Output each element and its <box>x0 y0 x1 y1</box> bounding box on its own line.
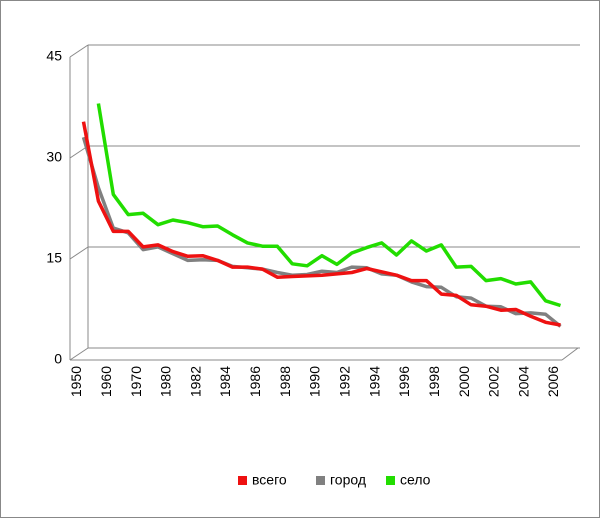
legend-swatch <box>316 476 325 485</box>
x-tick-label: 2002 <box>486 366 502 397</box>
grid-line-side <box>69 246 89 260</box>
x-tick-label: 1970 <box>128 366 144 397</box>
y-tick-label: 30 <box>46 149 62 165</box>
x-tick-label: 1990 <box>307 366 323 397</box>
x-tick-label: 1984 <box>217 366 233 397</box>
x-tick-label: 2000 <box>456 366 472 397</box>
legend-label: село <box>400 472 431 488</box>
legend-swatch <box>238 476 247 485</box>
x-tick-label: 2004 <box>515 366 531 397</box>
x-tick-label: 1992 <box>337 366 353 397</box>
y-tick-label: 0 <box>54 351 62 367</box>
x-tick-label: 1986 <box>247 366 263 397</box>
x-tick-label: 1982 <box>187 366 203 397</box>
series-line <box>81 121 561 327</box>
legend-swatch <box>386 476 395 485</box>
x-tick-label: 1988 <box>277 366 293 397</box>
y-tick-label: 15 <box>46 250 62 266</box>
x-tick-label: 1994 <box>366 366 382 397</box>
legend-label: всего <box>252 472 287 488</box>
x-tick-label: 1950 <box>68 366 84 397</box>
series-line <box>96 103 562 308</box>
x-tick-label: 1998 <box>426 366 442 397</box>
x-tick-label: 2006 <box>545 366 561 397</box>
x-tick-label: 1996 <box>396 366 412 397</box>
series-line <box>81 136 562 328</box>
legend-label: город <box>330 472 366 488</box>
y-tick-label: 45 <box>46 48 62 64</box>
floor-edge <box>561 347 579 361</box>
x-tick-label: 1980 <box>158 366 174 397</box>
grid-line-side <box>69 347 89 361</box>
grid-line-side <box>69 44 89 58</box>
x-tick-label: 1960 <box>98 366 114 397</box>
